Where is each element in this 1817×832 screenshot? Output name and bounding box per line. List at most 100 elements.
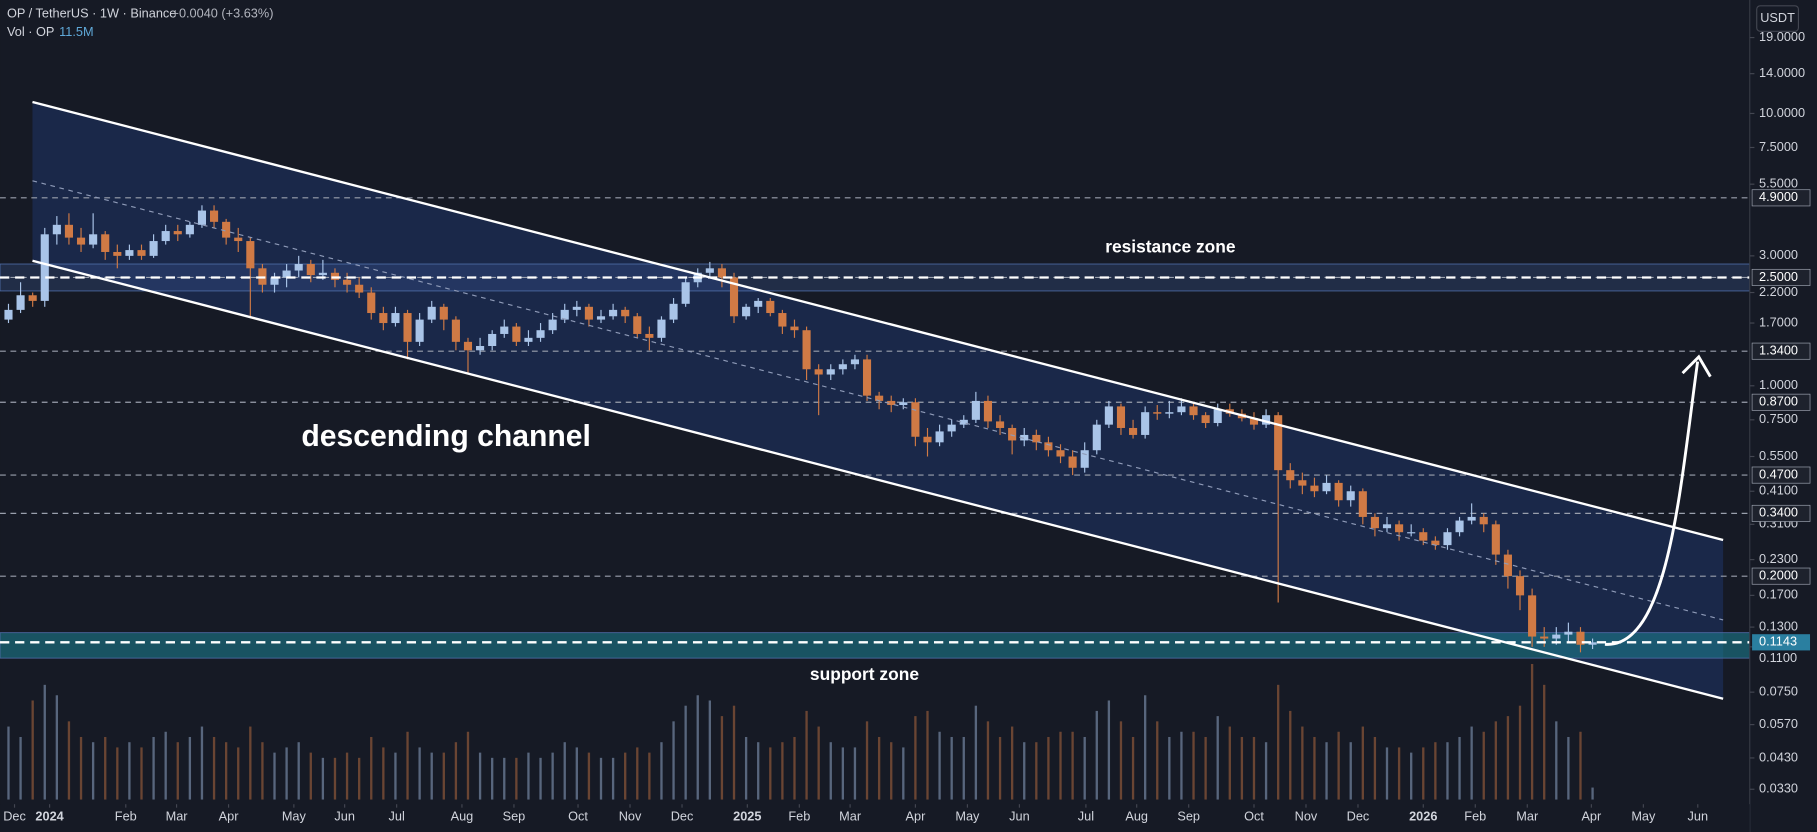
volume-bar [1458,736,1461,800]
volume-bar [309,752,312,800]
x-tick-label: Oct [1244,808,1264,823]
candle-body [222,221,231,238]
volume-bar [297,742,300,800]
x-tick-label: May [955,808,980,823]
volume-bar [67,721,71,800]
volume-bar [1470,726,1473,800]
y-tick-label: 0.0570 [1759,716,1798,731]
candle-body [1382,524,1392,529]
candle-body [427,306,436,320]
volume-bar [442,752,445,800]
x-tick-label: 2024 [35,808,64,823]
volume-bar [478,752,482,800]
currency-button[interactable] [1756,5,1800,32]
y-tick-label: 1.7000 [1759,314,1798,329]
volume-bar [212,736,216,800]
y-tick-label: 2.2000 [1759,284,1798,299]
y-tick-label: 0.0430 [1759,749,1798,764]
volume-bar [454,742,458,800]
candle-body [1322,482,1331,492]
volume-bar [1494,721,1497,800]
x-tick-label: Feb [1464,808,1486,823]
currency-label[interactable]: USDT [1760,10,1795,25]
candle-body [862,359,872,396]
volume-bar [1446,742,1449,800]
candle-body [1419,532,1428,541]
volume-bar [1180,731,1183,800]
volume-bar [527,752,530,800]
volume-bar [1047,736,1050,800]
candle-body [1056,450,1065,457]
volume-bar [781,742,784,800]
volume-bar [1168,736,1171,800]
candle-body [887,400,896,406]
volume-bar [1216,716,1219,800]
volume-bar [1143,695,1147,800]
candle-body [1020,434,1029,441]
candle-body [705,268,714,273]
volume-bar [321,757,325,800]
volume-bar [986,721,990,800]
volume-bar [128,742,131,800]
volume-bar [998,736,1002,800]
volume-bar [152,736,155,800]
annotation: descending channel [301,420,590,453]
candle-body [1080,450,1089,468]
volume-bar [1107,700,1111,800]
arrow-head [1681,354,1712,378]
candle-body [1395,524,1404,533]
volume-bar [418,747,421,800]
candle-body [1044,442,1053,451]
volume-bar [406,731,409,800]
candle-body [451,319,460,342]
candle-body [318,272,327,276]
channel-upper-line [32,100,1724,542]
y-tick-label: 0.1300 [1759,618,1798,633]
volume-bar [1204,736,1207,800]
volume-bar [757,742,760,800]
candle-body [754,300,763,307]
candle-body [343,279,352,285]
candle-body [89,234,98,245]
volume-bar [382,747,385,800]
volume-bar [200,726,204,800]
x-tick-label: May [1631,808,1656,823]
volume-bar [249,726,252,800]
candle-body [246,241,255,269]
volume-bar [708,700,711,800]
candle-body [52,224,61,235]
x-tick-label: 2026 [1409,808,1437,823]
volume-bar [1385,747,1389,800]
candle-body [1213,409,1222,424]
volume-bar [1555,721,1558,800]
candle-body [1008,427,1017,441]
volume-bar [1240,736,1244,800]
volume-bar [358,757,361,800]
y-tick-label: 0.1700 [1759,587,1798,602]
candle-body [1141,412,1150,435]
candle-body [596,316,606,320]
volume-bar [1543,684,1546,800]
candle-body [379,313,388,324]
volume-bar [333,757,337,800]
volume-bar [1059,731,1062,800]
volume-bar [1410,752,1413,800]
y-tick-label: 0.5500 [1759,448,1798,463]
volume-bar [696,695,699,800]
level-tag [1751,189,1811,207]
volume-bar [1192,731,1195,800]
candle-body [1540,636,1549,639]
x-tick-label: Jul [389,808,405,823]
x-tick-label: Jun [1009,808,1030,823]
candle-body [391,313,400,324]
candle-body [1068,456,1077,468]
volume-bar [1301,726,1304,800]
level-label: 4.9000 [1759,189,1798,204]
candle-body [911,402,920,437]
channel-mid-line [32,180,1724,621]
candle-body [1249,418,1259,425]
candle-body [1177,406,1186,413]
candle-body [717,268,726,278]
volume-bar [950,736,953,800]
candle-body [621,309,630,317]
